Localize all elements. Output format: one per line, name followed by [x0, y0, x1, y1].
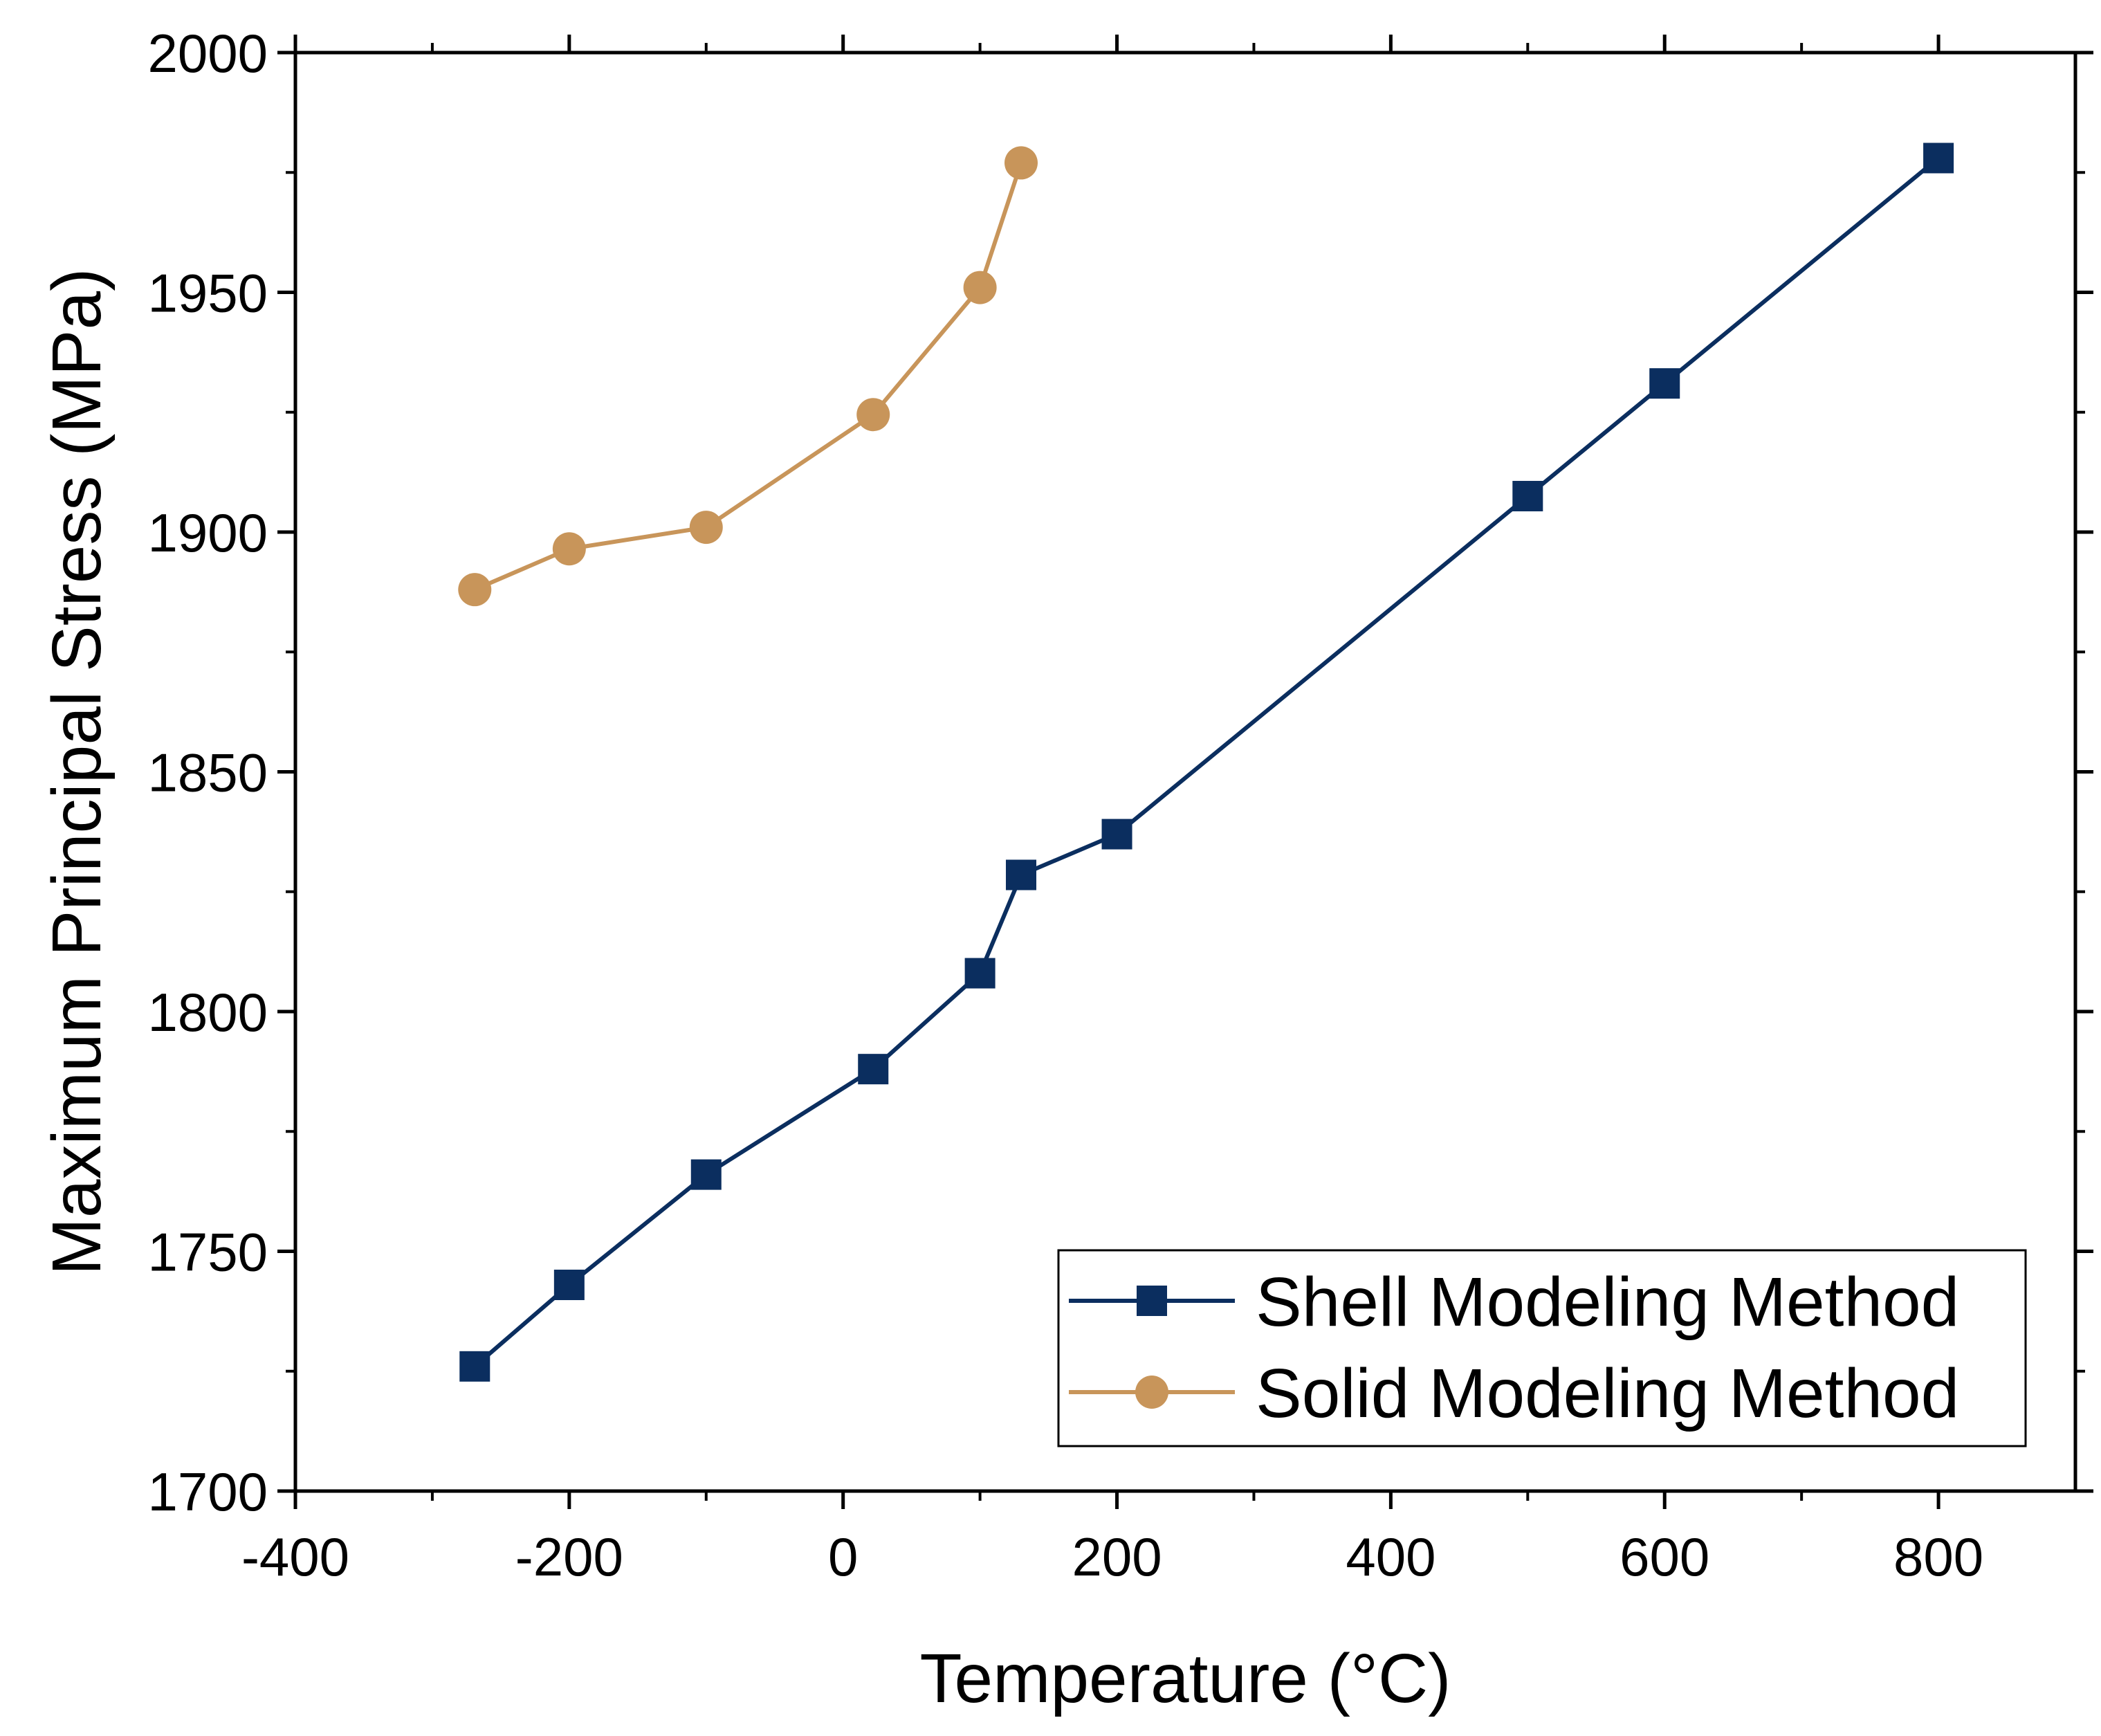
data-point-shell: [1923, 143, 1954, 174]
legend-label-solid: Solid Modeling Method: [1256, 1355, 1959, 1432]
data-point-shell: [1005, 859, 1036, 890]
x-tick-label: 0: [828, 1526, 858, 1587]
plot-frame: [293, 51, 2077, 1493]
data-point-solid: [458, 573, 492, 607]
x-tick-label: 200: [1072, 1526, 1162, 1587]
data-point-solid: [963, 271, 997, 304]
legend-swatch-marker-shell: [1137, 1286, 1167, 1316]
y-tick-label: 1950: [147, 263, 268, 324]
legend: Shell Modeling Method Solid Modeling Met…: [1057, 1249, 2027, 1447]
y-tick-label: 2000: [147, 23, 268, 84]
legend-label-shell: Shell Modeling Method: [1256, 1263, 1959, 1341]
y-tick-label: 1900: [147, 502, 268, 563]
data-point-shell: [964, 958, 996, 989]
y-tick-label: 1750: [147, 1222, 268, 1283]
data-point-shell: [1512, 481, 1543, 512]
x-axis-title: Temperature (°C): [920, 1640, 1451, 1717]
data-point-shell: [1101, 819, 1132, 850]
x-tick-label: 400: [1346, 1526, 1435, 1587]
x-tick-label: 600: [1620, 1526, 1709, 1587]
series-line-shell: [473, 156, 1940, 1369]
x-tick-label: -200: [515, 1526, 623, 1587]
y-axis-title: Maximum Principal Stress (MPa): [38, 268, 116, 1276]
data-point-shell: [459, 1351, 490, 1382]
data-point-solid: [1004, 146, 1038, 180]
data-point-solid: [856, 398, 890, 432]
y-tick-label: 1800: [147, 982, 268, 1043]
x-tick-label: -400: [241, 1526, 349, 1587]
data-point-solid: [689, 511, 723, 545]
y-tick-label: 1700: [147, 1461, 268, 1522]
ticks-layer: -400 -200 0 200 400 600 800 1700 1750 1800 1850 190…: [147, 23, 2093, 1587]
data-point-solid: [552, 532, 586, 566]
legend-swatch-marker-solid: [1135, 1376, 1168, 1409]
series-line-solid: [474, 162, 1023, 592]
legend-box: [1057, 1249, 2027, 1447]
data-point-shell: [1649, 368, 1680, 399]
y-tick-label: 1850: [147, 742, 268, 803]
data-point-shell: [690, 1159, 722, 1190]
data-point-shell: [858, 1054, 889, 1085]
series-layer: [458, 143, 1954, 1382]
x-tick-label: 800: [1893, 1526, 1983, 1587]
data-point-shell: [553, 1270, 585, 1301]
